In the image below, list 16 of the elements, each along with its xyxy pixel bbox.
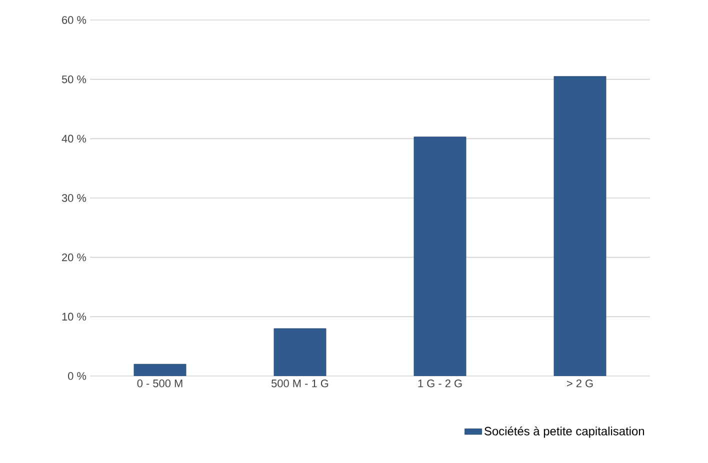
bar	[274, 328, 326, 376]
bar	[554, 76, 606, 376]
y-tick-label: 0 %	[68, 372, 86, 380]
y-tick-label: 60 %	[62, 16, 86, 24]
x-tick-label: > 2 G	[567, 380, 593, 388]
legend-label: Sociétés à petite capitalisation	[484, 426, 644, 438]
y-tick-label: 50 %	[62, 75, 86, 84]
y-tick-label: 20 %	[62, 253, 86, 262]
x-tick-label: 0 - 500 M	[137, 380, 182, 388]
y-tick-label: 10 %	[62, 312, 86, 321]
x-tick-label: 500 M - 1 G	[272, 380, 328, 388]
x-tick-label: 1 G - 2 G	[418, 380, 462, 388]
y-tick-label: 40 %	[62, 134, 86, 143]
bar	[134, 364, 186, 376]
y-tick-label: 30 %	[62, 194, 86, 202]
bar	[414, 136, 466, 376]
